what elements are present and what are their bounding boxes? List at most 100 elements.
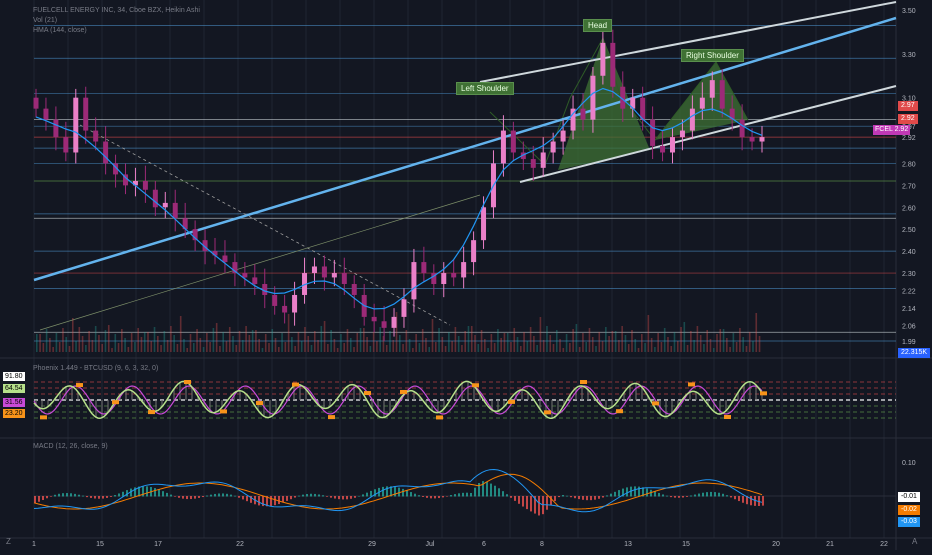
candle-body: [222, 255, 228, 263]
volume-bar: [376, 341, 378, 352]
candle-body: [232, 262, 238, 274]
price-tick-label: 3.50: [902, 8, 916, 15]
macd-histogram-bar: [694, 494, 696, 497]
macd-histogram-bar: [330, 496, 332, 498]
candle-body: [192, 229, 198, 241]
candle-body: [152, 189, 158, 208]
volume-bar: [114, 334, 117, 352]
macd-histogram-bar: [122, 491, 124, 497]
macd-histogram-bar: [366, 492, 368, 497]
macd-histogram-bar: [742, 496, 744, 503]
volume-bar: [667, 337, 669, 352]
candle-body: [391, 316, 397, 328]
candle-body: [749, 137, 755, 142]
macd-histogram-bar: [458, 493, 460, 497]
volume-bar: [291, 337, 293, 352]
left-shoulder-annotation[interactable]: Left Shoulder: [456, 82, 514, 95]
head-annotation[interactable]: Head: [583, 19, 613, 32]
symbol-price-tag: FCEL 2.92: [873, 125, 911, 135]
candle-body: [53, 119, 59, 138]
volume-bar: [264, 334, 267, 352]
candle-body: [500, 130, 506, 164]
macd-histogram-bar: [106, 496, 108, 498]
macd-histogram-bar: [226, 493, 228, 497]
price-tick-label: 2.06: [902, 324, 916, 331]
macd-histogram-bar: [646, 488, 648, 497]
macd-title[interactable]: MACD (12, 26, close, 9): [33, 443, 108, 450]
macd-histogram-bar: [262, 496, 264, 507]
candle-body: [421, 262, 427, 274]
macd-histogram-bar: [714, 492, 716, 497]
macd-histogram-bar: [746, 496, 748, 505]
macd-histogram-bar: [110, 496, 112, 497]
head-pattern: [558, 38, 650, 170]
macd-histogram-bar: [298, 495, 300, 497]
candle-body: [73, 97, 79, 153]
volume-bar: [611, 331, 614, 352]
phoenix-title[interactable]: Phoenix 1.449 - BTCUSD (9, 6, 3, 32, 0): [33, 365, 159, 372]
candle-body: [351, 284, 357, 295]
oscillator-marker: [652, 401, 659, 406]
time-tick-label: 22: [880, 541, 888, 548]
candle-body: [530, 159, 536, 168]
macd-histogram-bar: [118, 493, 120, 497]
macd-histogram-bar: [58, 493, 60, 497]
volume-bar: [752, 341, 754, 352]
volume-bar: [78, 327, 81, 352]
chart-title[interactable]: FUELCELL ENERGY INC, 34, Cboe BZX, Heiki…: [33, 7, 200, 14]
volume-bar: [271, 329, 274, 352]
volume-bar: [343, 343, 346, 352]
volume-bar: [196, 329, 198, 352]
volume-bar: [353, 347, 355, 352]
zoom-button[interactable]: Z: [6, 537, 11, 546]
macd-histogram-bar: [414, 493, 416, 497]
volume-bar: [36, 334, 38, 352]
macd-histogram-bar: [418, 495, 420, 497]
macd-histogram-bar: [218, 493, 220, 497]
volume-bar: [533, 336, 535, 352]
macd-histogram-bar: [438, 496, 440, 499]
macd-histogram-bar: [658, 492, 660, 497]
volume-bar: [222, 332, 225, 352]
volume-bar: [330, 330, 332, 352]
macd-histogram-bar: [282, 496, 284, 503]
volume-bar: [559, 339, 561, 352]
volume-bar: [598, 332, 601, 352]
time-tick-label: 29: [368, 541, 376, 548]
volume-bar: [402, 344, 404, 352]
volume-bar: [565, 334, 568, 352]
hma-legend[interactable]: HMA (144, close): [33, 27, 87, 34]
macd-histogram-bar: [34, 496, 36, 504]
candle-body: [540, 152, 546, 168]
candle-body: [570, 108, 576, 131]
volume-bar: [467, 326, 470, 352]
macd-histogram-bar: [566, 495, 568, 497]
thin-trend-line: [39, 194, 481, 331]
volume-bar: [389, 331, 391, 352]
volume-bar: [349, 338, 352, 352]
candle-body: [510, 130, 516, 153]
candle-body: [182, 218, 188, 230]
oscillator-marker: [40, 415, 47, 420]
volume-bar: [614, 331, 617, 352]
volume-bar: [251, 330, 254, 352]
macd-histogram-bar: [266, 496, 268, 507]
macd-histogram-bar: [362, 494, 364, 497]
candle-body: [709, 80, 715, 98]
volume-bar: [706, 330, 709, 352]
volume-bar: [539, 317, 542, 352]
volume-bar: [245, 326, 247, 352]
macd-histogram-bar: [158, 489, 160, 497]
volume-bar: [39, 334, 41, 352]
volume-bar: [232, 336, 234, 352]
volume-legend[interactable]: Vol (21): [33, 17, 58, 24]
candle-body: [212, 251, 218, 256]
macd-histogram-bar: [394, 486, 396, 497]
volume-bar: [627, 344, 630, 352]
auto-scale-button[interactable]: A: [912, 537, 918, 546]
macd-histogram-bar: [674, 496, 676, 498]
right-shoulder-annotation[interactable]: Right Shoulder: [681, 49, 744, 62]
volume-bar: [206, 333, 208, 352]
macd-histogram-bar: [662, 494, 664, 497]
volume-bar: [644, 343, 646, 352]
